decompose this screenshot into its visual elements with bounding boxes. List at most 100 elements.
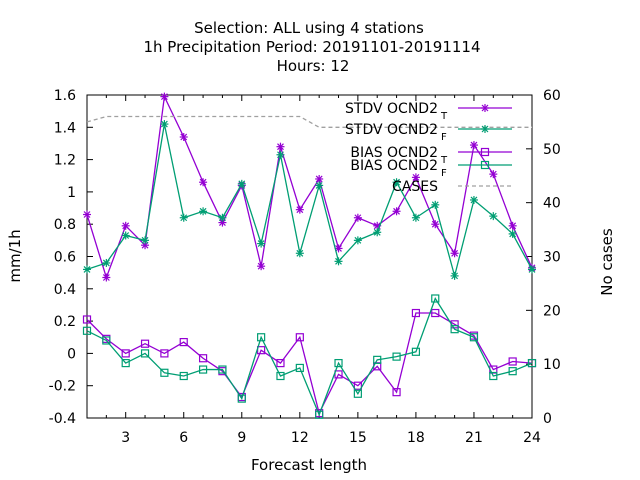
y-tick-label: -0.2: [49, 379, 76, 395]
data-point: [392, 207, 401, 216]
data-point: [179, 213, 188, 222]
marker-stroke: [335, 257, 342, 265]
legend-marker: [480, 147, 490, 157]
data-point: [83, 265, 91, 274]
marker-stroke: [431, 220, 439, 228]
marker-stroke: [528, 265, 536, 273]
marker-stroke: [373, 222, 381, 230]
marker-stroke: [102, 274, 110, 281]
y-tick-label: 1.6: [54, 88, 76, 104]
data-point: [334, 257, 343, 266]
marker-stroke: [296, 206, 304, 214]
marker-stroke: [83, 211, 91, 218]
data-point: [121, 349, 130, 358]
legend-label: STDV OCND2: [345, 122, 438, 138]
data-point: [528, 265, 536, 274]
marker-stroke: [335, 245, 342, 252]
data-point: [83, 210, 91, 219]
x-tick-label: 18: [407, 430, 425, 446]
marker-stroke: [141, 236, 149, 244]
y2-tick-label: 50: [543, 142, 561, 158]
data-point: [179, 337, 188, 347]
data-point: [411, 173, 420, 182]
y-tick-label: 0.4: [54, 282, 76, 298]
marker-stroke: [451, 272, 459, 280]
legend-label-subscript: F: [441, 132, 447, 143]
data-point: [353, 236, 362, 245]
data-point: [508, 357, 517, 366]
data-point: [140, 349, 150, 358]
marker-stroke: [122, 222, 130, 230]
series-4: [82, 294, 537, 419]
marker-stroke: [180, 214, 188, 222]
data-point: [218, 213, 227, 222]
y2-tick-label: 10: [543, 357, 561, 373]
data-point: [276, 371, 285, 381]
title-line-3: Hours: 12: [277, 57, 350, 75]
data-point: [353, 381, 362, 390]
data-point: [140, 339, 150, 348]
data-point: [411, 347, 421, 356]
marker-stroke: [354, 236, 362, 244]
data-point: [315, 181, 324, 190]
y-tick-label: 1.4: [54, 120, 76, 136]
x-tick-label: 15: [349, 430, 367, 446]
y-tick-label: 0: [67, 346, 76, 362]
data-point: [102, 273, 111, 282]
y2-tick-label: 30: [543, 250, 561, 266]
data-point: [179, 371, 188, 381]
data-point: [469, 195, 478, 204]
data-point: [469, 141, 478, 150]
y2-axis-label: No cases: [598, 228, 616, 296]
x-tick-label: 6: [179, 430, 188, 446]
data-point: [508, 221, 517, 230]
data-point: [160, 120, 169, 129]
marker-stroke: [257, 240, 265, 248]
marker-stroke: [180, 133, 188, 141]
marker-stroke: [509, 230, 517, 238]
marker-stroke: [296, 249, 304, 257]
marker-stroke: [354, 214, 362, 222]
data-point: [237, 179, 246, 188]
marker-stroke: [481, 125, 489, 133]
marker-stroke: [257, 262, 265, 270]
series-line: [86, 123, 533, 279]
legend-item: STDV OCND2 F: [345, 122, 512, 143]
data-point: [411, 213, 420, 222]
y-tick-label: 0.2: [54, 314, 76, 330]
series-line: [86, 312, 533, 416]
legend-label-subscript: F: [441, 168, 447, 179]
marker-stroke: [412, 173, 420, 181]
marker-stroke: [219, 214, 226, 222]
x-tick-label: 12: [291, 430, 309, 446]
data-point: [276, 358, 285, 368]
data-point: [334, 358, 343, 368]
marker-stroke: [470, 196, 478, 204]
data-point: [121, 221, 130, 230]
data-point: [198, 365, 208, 374]
marker-stroke: [373, 228, 381, 236]
data-point: [315, 410, 324, 419]
data-point: [334, 370, 343, 379]
data-point: [431, 294, 440, 303]
data-point: [160, 349, 169, 358]
series-line: [86, 115, 532, 128]
data-point: [411, 308, 421, 318]
series-2: [83, 120, 536, 280]
marker-stroke: [122, 232, 130, 239]
data-point: [237, 394, 246, 403]
data-point: [295, 205, 304, 214]
x-tick-label: 21: [465, 430, 483, 446]
series-line: [86, 297, 533, 417]
data-point: [508, 229, 517, 238]
data-point: [373, 355, 382, 364]
marker-stroke: [315, 182, 323, 189]
x-tick-label: 24: [523, 430, 541, 446]
title-line-2: 1h Precipitation Period: 20191101-201911…: [143, 38, 480, 56]
plot-frame: [86, 94, 533, 419]
data-point: [392, 352, 401, 361]
y-axis-label: mm/1h: [6, 229, 24, 282]
data-point: [489, 170, 498, 179]
marker-stroke: [481, 104, 489, 112]
